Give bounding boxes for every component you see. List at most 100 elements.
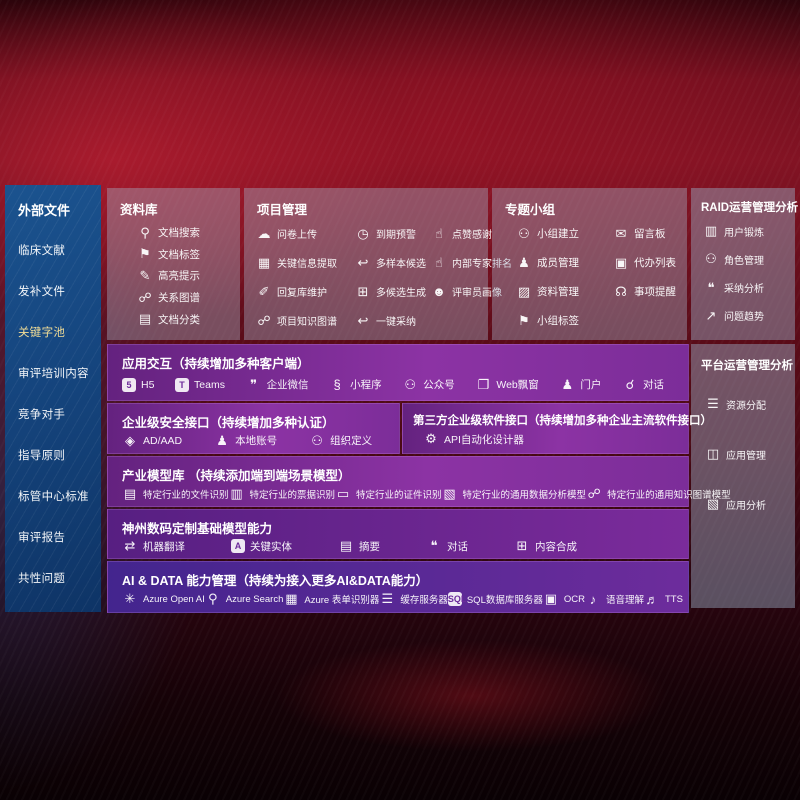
topic-panel-title: 专题小组	[505, 203, 556, 217]
app-chart-icon: ▧	[706, 496, 720, 511]
library-items: ⚲ 文档搜索 ⚑ 文档标签 ✎ 高亮提示 ☍ 关系图谱 ▤ 文档分类	[107, 220, 240, 340]
library-panel-title: 资料库	[120, 203, 158, 217]
row-item: A 关键实体	[231, 539, 292, 554]
sidebar-item: 发补文件	[18, 285, 66, 298]
external-files-list: 临床文献 发补文件 关键字池 审评培训内容 竞争对手 指导原则 标管中心标准 审…	[5, 223, 101, 612]
panel-item: ☁ 问卷上传	[257, 225, 318, 242]
panel-item: ❝ 采纳分析	[703, 280, 795, 296]
panel-item: ◫ 应用管理	[706, 446, 766, 462]
cache-server-icon: ☰	[381, 591, 394, 606]
row-item: ☰ 缓存服务器	[379, 591, 448, 607]
panel-item: ↩ 一键采纳	[355, 313, 431, 329]
project-items: ☁ 问卷上传 ◷ 到期预警 ☝ 点赞感谢 ▦ 关键信息提取 ↩ 多样本候选 ☝ …	[244, 220, 512, 340]
topic-items: ⚇ 小组建立 ✉ 留言板 ♟ 成员管理 ▣ 代办列表 ▨ 资料管理 ☊ 事项提醒	[492, 220, 687, 340]
row-item: ▥ 特定行业的票据识别	[230, 485, 336, 501]
panel-item: ▦ 关键信息提取	[257, 254, 337, 271]
library-panel: 资料库 ⚲ 文档搜索 ⚑ 文档标签 ✎ 高亮提示 ☍ 关系图谱 ▤ 文档分类	[107, 188, 240, 340]
panel-item: ⚇ 小组建立	[516, 226, 613, 242]
panel-item: ⊞ 多候选生成	[355, 284, 431, 300]
translate-icon: ⇄	[124, 538, 136, 553]
local-account-icon: ♟	[216, 432, 228, 448]
sidebar-item: 标管中心标准	[18, 490, 89, 503]
panel-item: ✎ 高亮提示	[137, 268, 240, 284]
sidebar-item: 审评培训内容	[18, 367, 89, 380]
highlighter-icon: ✎	[139, 267, 151, 283]
ai-data-title: AI & DATA 能力管理（持续为接入更多AI&DATA能力）	[122, 574, 429, 588]
row-item: ▧ 特定行业的通用数据分析模型	[443, 485, 587, 501]
platform-analysis-panel: 平台运营管理分析 ☰ 资源分配 ◫ 应用管理 ▧ 应用分析	[691, 344, 795, 608]
row-item: ⚇ 组织定义	[309, 433, 372, 449]
row-item: ♪ 语音理解	[585, 592, 644, 607]
receipt-recognize-icon: ▥	[230, 485, 243, 501]
adopt-arrow-icon: ↩	[357, 312, 369, 328]
security-interface-title: 企业级安全接口（持续增加多种认证）	[122, 416, 335, 430]
summary-icon: ▤	[339, 538, 353, 553]
panel-item: ☝ 点赞感谢	[431, 226, 512, 242]
chat-icon: ❝	[430, 538, 438, 553]
row-item: ❐ Web飘窗	[475, 377, 539, 393]
teams-icon: T	[175, 377, 190, 392]
raid-items: ▥ 用户锻炼 ⚇ 角色管理 ❝ 采纳分析 ↗ 问题趋势	[691, 217, 795, 340]
base-model-title: 神州数码定制基础模型能力	[122, 522, 273, 536]
app-interaction-items: 5 H5 T Teams ❞ 企业微信 § 小程序 ⚇ 公众号 ❐ Web飘窗	[108, 373, 688, 400]
doc-category-icon: ▤	[138, 311, 152, 327]
dialog-icon: ☌	[625, 376, 635, 392]
cloud-upload-icon: ☁	[257, 225, 271, 241]
row-item: ♟ 本地账号	[214, 433, 277, 449]
row-item: ▭ 特定行业的证件识别	[336, 485, 442, 501]
bell-icon: ☊	[615, 283, 627, 299]
panel-item: ◷ 到期预警	[355, 226, 431, 242]
resource-list-icon: ☰	[707, 396, 719, 411]
azure-search-icon: ⚲	[208, 591, 218, 606]
speech-icon: ♪	[589, 591, 597, 607]
key-info-icon: ▦	[257, 254, 271, 270]
panel-item: ☻ 评审员画像	[432, 284, 502, 299]
api-gear-icon: ⚙	[425, 431, 437, 446]
panel-item: ↩ 多样本候选	[355, 255, 431, 271]
alarm-icon: ◷	[357, 225, 369, 241]
row-item: T Teams	[175, 377, 225, 392]
mini-program-icon: §	[333, 377, 341, 392]
panel-item: ⚑ 文档标签	[137, 246, 240, 262]
app-interaction-row: 应用交互（持续增加多种客户端） 5 H5 T Teams ❞ 企业微信 § 小程…	[107, 344, 689, 401]
row-item: ◈ AD/AAD	[122, 433, 182, 449]
panel-item: ✉ 留言板	[613, 226, 683, 242]
pen-icon: ✐	[258, 283, 270, 299]
form-recognizer-icon: ▦	[285, 591, 298, 606]
panel-item: ☝ 内部专家排名	[431, 255, 512, 271]
member-icon: ♟	[518, 254, 530, 270]
app-interaction-title: 应用交互（持续增加多种客户端）	[122, 357, 310, 371]
industry-model-title: 产业模型库 （持续添加端到端场景模型）	[122, 469, 351, 483]
sidebar-item: 关键字池	[18, 326, 66, 339]
idcard-recognize-icon: ▭	[336, 485, 350, 501]
panel-item: ⚇ 角色管理	[703, 251, 795, 267]
sidebar-item: 临床文献	[18, 244, 66, 257]
third-party-interface-items: ⚙ API自动化设计器	[403, 429, 688, 453]
row-item: SQL SQL数据库服务器	[447, 592, 543, 606]
platform-items: ☰ 资源分配 ◫ 应用管理 ▧ 应用分析	[691, 375, 795, 529]
qa-chat-icon: ❝	[707, 279, 715, 295]
sidebar-item: 指导原则	[18, 449, 66, 462]
sidebar-item: 共性问题	[18, 572, 66, 585]
knowledge-graph-model-icon: ☍	[587, 485, 601, 501]
panel-item: ↗ 问题趋势	[703, 308, 795, 324]
apps-grid-icon: ◫	[706, 446, 720, 461]
industry-model-items: ▤ 特定行业的文件识别 ▥ 特定行业的票据识别 ▭ 特定行业的证件识别 ▧ 特定…	[108, 485, 731, 506]
security-interface-row: 企业级安全接口（持续增加多种认证） ◈ AD/AAD ♟ 本地账号 ⚇ 组织定义	[107, 403, 400, 454]
openai-icon: ✳	[124, 591, 136, 606]
ocr-icon: ▣	[544, 591, 557, 606]
wechat-work-icon: ❞	[250, 376, 258, 392]
knowledge-graph-icon: ☍	[257, 312, 271, 328]
panel-item: ☍ 关系图谱	[138, 289, 200, 305]
row-item: ⇄ 机器翻译	[122, 538, 185, 554]
ad-icon: ◈	[125, 432, 135, 448]
tag-icon: ⚑	[139, 246, 151, 262]
external-files-title: 外部文件	[18, 203, 71, 218]
security-interface-items: ◈ AD/AAD ♟ 本地账号 ⚇ 组织定义	[108, 432, 399, 453]
expert-rank-icon: ☝	[435, 254, 443, 270]
panel-item: ⚑ 小组标签	[516, 313, 613, 329]
ai-data-items: ✳ Azure Open AI ⚲ Azure Search ▦ Azure 表…	[108, 590, 688, 612]
compose-icon: ⊞	[516, 538, 528, 553]
group-create-icon: ⚇	[518, 225, 530, 241]
org-define-icon: ⚇	[311, 432, 323, 448]
